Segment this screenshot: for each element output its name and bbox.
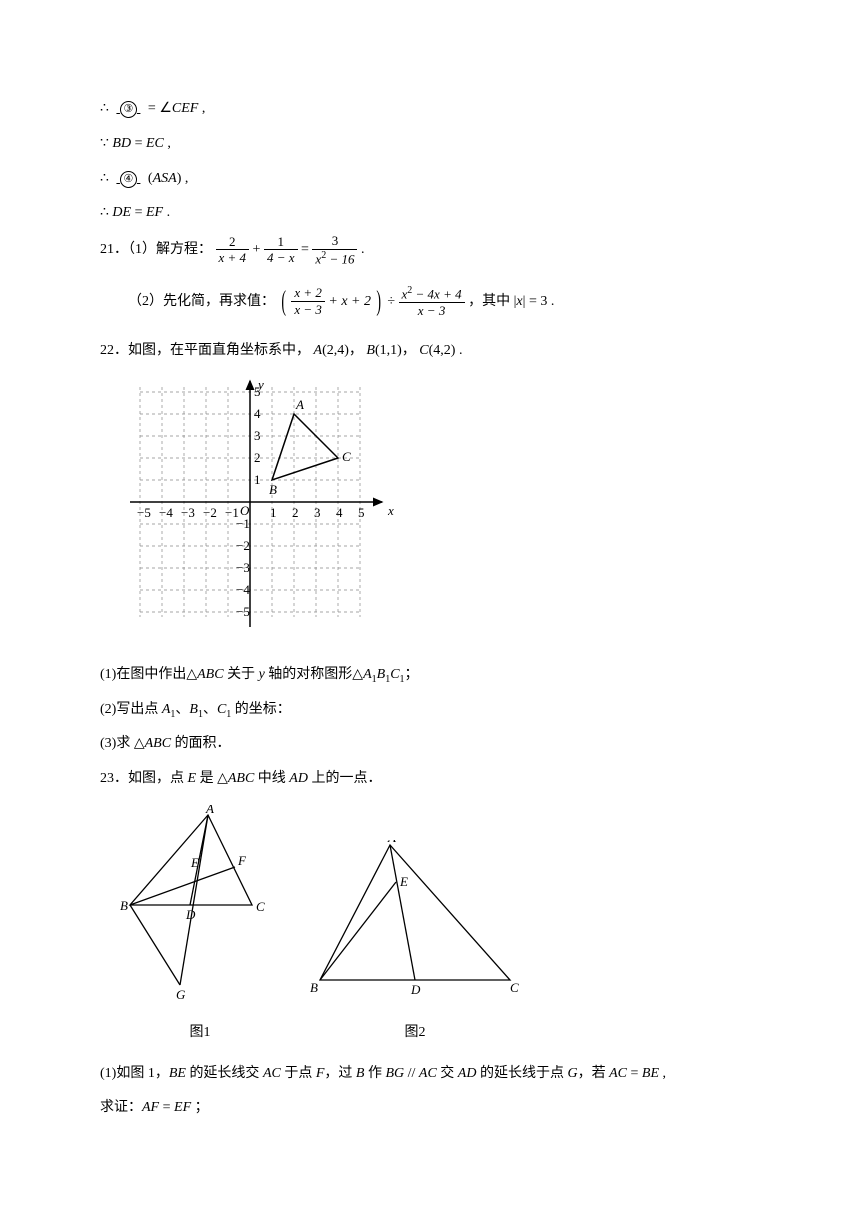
- proof-line-4: ∴ DE = EF .: [100, 198, 760, 229]
- svg-text:A: A: [387, 840, 396, 845]
- q23-stem: 23．如图，点 E 是 △ABC 中线 AD 上的一点．: [100, 764, 760, 795]
- svg-text:−2: −2: [203, 505, 217, 520]
- q22-p1: (1)在图中作出△ABC 关于 y 轴的对称图形△A1B1C1；: [100, 660, 760, 691]
- coordinate-grid-figure: −5−4−3−2−1 12345 12345 −1−2−3−4−5 O x y …: [120, 377, 760, 650]
- q23-p1: (1)如图 1，BE 的延长线交 AC 于点 F，过 B 作 BG // AC …: [100, 1059, 760, 1090]
- svg-text:3: 3: [254, 428, 261, 443]
- fraction: x2 − 4x + 4x − 3: [399, 285, 465, 319]
- svg-text:3: 3: [314, 505, 321, 520]
- svg-text:C: C: [510, 980, 519, 995]
- svg-text:−5: −5: [137, 505, 151, 520]
- fraction: 14 − x: [264, 234, 298, 266]
- abs-x: |x|: [514, 294, 526, 309]
- svg-text:4: 4: [336, 505, 343, 520]
- svg-text:E: E: [399, 874, 408, 889]
- q22-stem: 22．如图，在平面直角坐标系中， A(2,4)， B(1,1)， C(4,2) …: [100, 336, 760, 367]
- svg-text:A: A: [295, 397, 304, 412]
- svg-text:y: y: [256, 377, 264, 392]
- svg-text:−1: −1: [236, 516, 250, 531]
- therefore: ∴: [100, 101, 109, 116]
- blank-4: ④: [112, 171, 144, 186]
- svg-text:−3: −3: [236, 560, 250, 575]
- svg-text:B: B: [310, 980, 318, 995]
- svg-text:1: 1: [254, 472, 261, 487]
- q23-figures: A B C D E F G 图1 A B C D E 图2: [120, 805, 760, 1049]
- svg-text:5: 5: [358, 505, 365, 520]
- fraction: 2x + 4: [216, 234, 250, 266]
- svg-text:C: C: [256, 899, 265, 914]
- svg-text:E: E: [190, 855, 199, 870]
- fraction: 3x2 − 16: [312, 233, 357, 267]
- svg-text:C: C: [342, 449, 351, 464]
- q22-p2: (2)写出点 A1、B1、C1 的坐标：: [100, 695, 760, 726]
- svg-text:2: 2: [292, 505, 299, 520]
- blank-3: ③: [112, 101, 144, 116]
- proof-line-1: ∴ ③ = ∠CEF ,: [100, 94, 760, 125]
- svg-text:D: D: [410, 982, 421, 997]
- fraction: x + 2x − 3: [291, 285, 325, 317]
- proof-line-3: ∴ ④ (ASA) ,: [100, 164, 760, 195]
- svg-text:B: B: [120, 898, 128, 913]
- svg-text:D: D: [185, 907, 196, 922]
- svg-text:−4: −4: [159, 505, 173, 520]
- svg-text:−3: −3: [181, 505, 195, 520]
- svg-text:F: F: [237, 853, 247, 868]
- q22-p3: (3)求 △ABC 的面积．: [100, 729, 760, 760]
- svg-text:4: 4: [254, 406, 261, 421]
- svg-text:x: x: [387, 503, 394, 518]
- svg-text:O: O: [240, 503, 250, 518]
- svg-text:2: 2: [254, 450, 261, 465]
- q21-part1: 21．（1）解方程： 2x + 4 + 14 − x = 3x2 − 16 .: [100, 233, 760, 267]
- q23-prove: 求证：AF = EF ；: [100, 1093, 760, 1124]
- svg-text:−5: −5: [236, 604, 250, 619]
- svg-text:G: G: [176, 987, 186, 1002]
- proof-line-2: ∵ BD = EC ,: [100, 129, 760, 160]
- svg-text:−2: −2: [236, 538, 250, 553]
- svg-text:1: 1: [270, 505, 277, 520]
- svg-text:−4: −4: [236, 582, 250, 597]
- q21-part2: （2）先化简，再求值： ( x + 2x − 3 + x + 2 ) ÷ x2 …: [100, 271, 760, 333]
- svg-text:A: A: [205, 805, 214, 816]
- svg-text:B: B: [269, 482, 277, 497]
